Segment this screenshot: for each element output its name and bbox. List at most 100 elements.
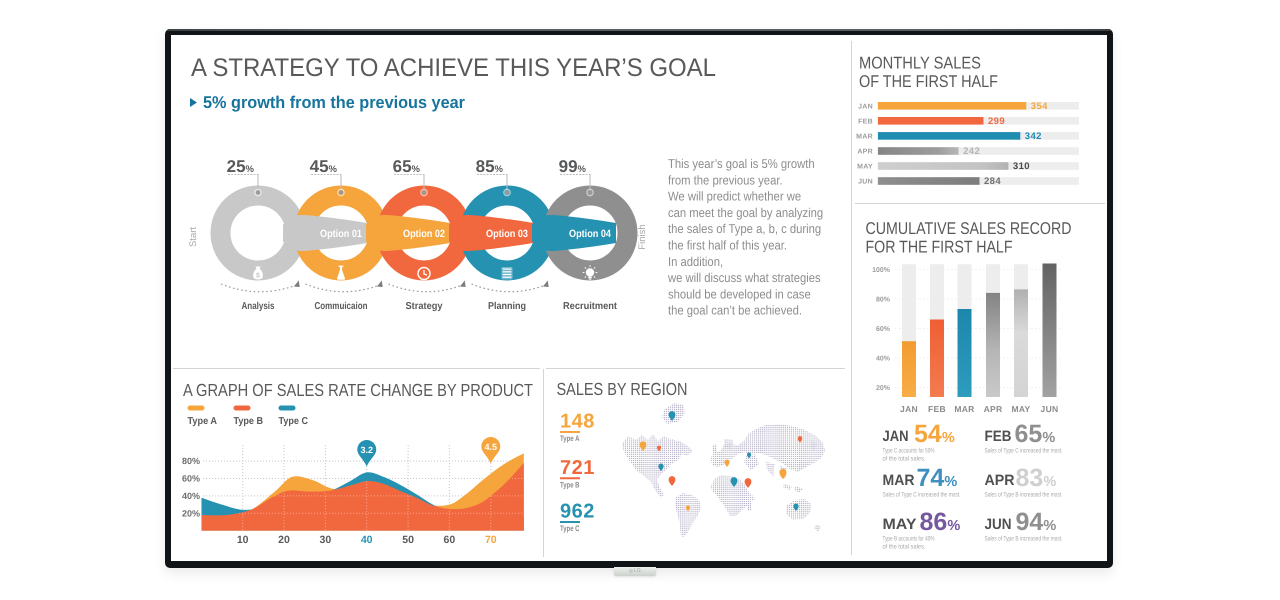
svg-text:94%: 94%	[1016, 508, 1057, 536]
svg-text:$: $	[256, 272, 260, 280]
svg-text:APR: APR	[984, 404, 1003, 414]
svg-text:80%: 80%	[182, 456, 200, 466]
svg-text:Type C accounts for 50%: Type C accounts for 50%	[883, 448, 935, 455]
svg-text:MONTHLY SALES: MONTHLY SALES	[859, 54, 981, 73]
svg-text:40: 40	[361, 534, 373, 546]
svg-text:Strategy: Strategy	[406, 301, 443, 312]
svg-text:Analysis: Analysis	[242, 301, 275, 312]
svg-text:65%: 65%	[1015, 420, 1056, 448]
svg-text:SALES BY REGION: SALES BY REGION	[557, 379, 688, 399]
svg-text:Planning: Planning	[488, 301, 526, 312]
svg-text:JAN: JAN	[900, 404, 918, 414]
svg-text:Sales of Type C increased the: Sales of Type C increased the most.	[883, 492, 961, 499]
svg-text:4.5: 4.5	[485, 442, 498, 452]
svg-text:354: 354	[1031, 101, 1048, 112]
svg-text:A GRAPH OF SALES RATE CHANGE B: A GRAPH OF SALES RATE CHANGE BY PRODUCT	[183, 380, 533, 400]
svg-text:60%: 60%	[182, 474, 200, 484]
svg-text:Type A: Type A	[188, 416, 218, 427]
svg-text:JAN: JAN	[883, 428, 909, 445]
svg-text:OF THE FIRST HALF: OF THE FIRST HALF	[859, 72, 998, 91]
svg-text:Type B: Type B	[234, 416, 264, 427]
svg-text:Type B: Type B	[560, 480, 580, 489]
svg-text:20%: 20%	[876, 385, 891, 392]
svg-text:FOR THE FIRST HALF: FOR THE FIRST HALF	[866, 238, 1013, 257]
svg-text:Type B accounts for 40%: Type B accounts for 40%	[883, 536, 935, 543]
svg-text:JUN: JUN	[1041, 404, 1059, 414]
svg-text:Option 04: Option 04	[569, 228, 611, 240]
svg-text:Recruitment: Recruitment	[563, 301, 618, 312]
svg-text:99%: 99%	[559, 157, 587, 176]
svg-text:the goal can’t be achieved.: the goal can’t be achieved.	[668, 303, 802, 318]
svg-text:70: 70	[485, 534, 497, 546]
svg-text:100%: 100%	[872, 267, 891, 274]
svg-text:721: 721	[560, 457, 595, 479]
svg-text:3.2: 3.2	[360, 445, 373, 455]
svg-text:Sales of Type B increased the: Sales of Type B increased the most.	[985, 536, 1063, 543]
svg-text:Start: Start	[188, 227, 199, 247]
svg-text:50: 50	[402, 534, 414, 546]
svg-text:the first half of this year.: the first half of this year.	[668, 238, 787, 253]
svg-text:of the total sales.: of the total sales.	[883, 544, 926, 551]
svg-text:APR: APR	[985, 472, 1015, 489]
svg-text:Sales of Type C increased the: Sales of Type C increased the most.	[985, 448, 1063, 455]
svg-text:we will discuss what strategie: we will discuss what strategies	[667, 270, 821, 285]
svg-text:the sales of Type a, b, c duri: the sales of Type a, b, c during	[668, 221, 821, 236]
svg-text:can meet the goal by analyzing: can meet the goal by analyzing	[668, 205, 823, 220]
svg-text:74%: 74%	[917, 464, 958, 492]
svg-text:5% growth from the previous ye: 5% growth from the previous year	[203, 93, 465, 112]
svg-text:Option 03: Option 03	[486, 228, 528, 240]
svg-text:10: 10	[237, 534, 249, 546]
svg-text:85%: 85%	[476, 157, 504, 176]
svg-text:MAY: MAY	[883, 516, 917, 533]
svg-text:This year’s goal is 5% growth: This year’s goal is 5% growth	[668, 156, 815, 171]
svg-text:54%: 54%	[914, 420, 955, 448]
svg-text:MAR: MAR	[954, 404, 974, 414]
svg-text:JUN: JUN	[985, 516, 1012, 533]
svg-text:MAY: MAY	[857, 164, 873, 171]
svg-text:MAR: MAR	[883, 472, 915, 489]
svg-text:of the total sales.: of the total sales.	[883, 456, 926, 463]
svg-text:Finish: Finish	[637, 224, 648, 249]
svg-text:284: 284	[984, 176, 1001, 187]
svg-text:Type C: Type C	[279, 416, 309, 427]
svg-text:APR: APR	[857, 149, 873, 156]
svg-text:FEB: FEB	[858, 119, 873, 126]
svg-text:40%: 40%	[876, 356, 891, 363]
svg-text:310: 310	[1013, 161, 1030, 172]
svg-text:Option 01: Option 01	[320, 228, 362, 240]
svg-text:40%: 40%	[182, 491, 200, 501]
svg-text:Type A: Type A	[560, 434, 580, 443]
svg-text:JAN: JAN	[858, 103, 873, 110]
svg-text:60: 60	[444, 534, 456, 546]
svg-text:MAR: MAR	[856, 134, 873, 141]
svg-text:242: 242	[963, 146, 980, 157]
svg-text:299: 299	[988, 116, 1005, 127]
svg-text:FEB: FEB	[985, 428, 1012, 445]
svg-text:80%: 80%	[876, 296, 891, 303]
svg-text:342: 342	[1025, 131, 1042, 142]
svg-text:JUN: JUN	[858, 179, 873, 186]
svg-text:should be developed in case: should be developed in case	[668, 286, 811, 301]
svg-text:Type C: Type C	[560, 524, 580, 533]
svg-text:CUMULATIVE SALES RECORD: CUMULATIVE SALES RECORD	[866, 219, 1072, 238]
svg-text:In addition,: In addition,	[668, 254, 723, 269]
svg-text:83%: 83%	[1016, 464, 1057, 492]
svg-text:148: 148	[560, 411, 595, 433]
svg-text:Commuicaion: Commuicaion	[315, 301, 368, 312]
svg-text:45%: 45%	[310, 157, 338, 176]
svg-text:FEB: FEB	[928, 404, 946, 414]
svg-text:20: 20	[278, 534, 290, 546]
svg-text:60%: 60%	[876, 326, 891, 333]
svg-text:20%: 20%	[182, 508, 200, 518]
svg-text:65%: 65%	[393, 157, 421, 176]
svg-text:We will predict whether we: We will predict whether we	[668, 189, 801, 204]
svg-text:MAY: MAY	[1011, 404, 1030, 414]
svg-text:from the previous year.: from the previous year.	[668, 172, 783, 187]
svg-text:30: 30	[320, 534, 332, 546]
svg-text:962: 962	[560, 501, 595, 523]
svg-text:Sales of Type B increased the: Sales of Type B increased the most.	[985, 492, 1063, 499]
svg-text:Option 02: Option 02	[403, 228, 445, 240]
svg-text:25%: 25%	[227, 157, 255, 176]
svg-text:86%: 86%	[920, 508, 961, 536]
svg-text:A STRATEGY TO ACHIEVE THIS YEA: A STRATEGY TO ACHIEVE THIS YEAR’S GOAL	[191, 54, 716, 82]
